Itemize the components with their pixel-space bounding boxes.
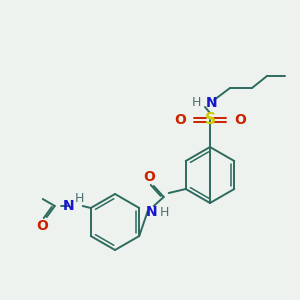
- Text: O: O: [234, 113, 246, 127]
- Text: O: O: [36, 219, 48, 233]
- Text: O: O: [174, 113, 186, 127]
- Text: N: N: [146, 205, 158, 219]
- Text: S: S: [205, 112, 215, 128]
- Text: N: N: [206, 96, 218, 110]
- Text: N: N: [63, 199, 75, 213]
- Text: H: H: [192, 97, 201, 110]
- Text: H: H: [75, 191, 84, 205]
- Text: H: H: [160, 206, 169, 218]
- Text: O: O: [143, 170, 155, 184]
